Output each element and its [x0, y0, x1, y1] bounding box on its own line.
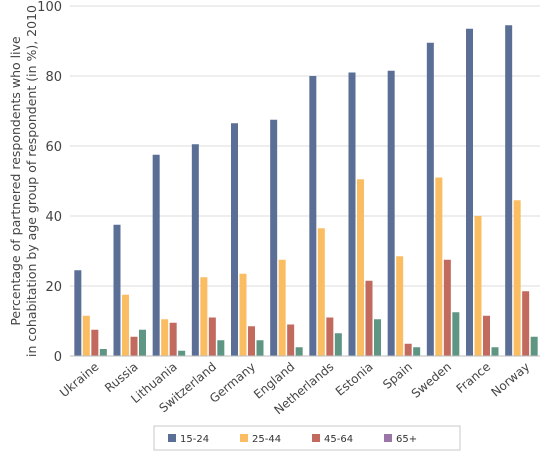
legend-label[interactable]: 65+ [396, 434, 417, 445]
bar-15-24-estonia[interactable] [348, 72, 356, 357]
bar-25-44-switzerland[interactable] [200, 277, 208, 356]
bar-25-44-lithuania[interactable] [161, 319, 169, 356]
bar-unlabeled-series-germany[interactable] [256, 340, 264, 356]
bar-25-44-germany[interactable] [239, 273, 247, 356]
legend-label[interactable]: 15-24 [180, 434, 209, 445]
y-axis-title: Percentage of partnered respondents who … [8, 5, 39, 357]
bar-unlabeled-series-norway[interactable] [530, 336, 538, 356]
legend-label[interactable]: 45-64 [324, 434, 353, 445]
bar-15-24-lithuania[interactable] [152, 154, 160, 356]
bar-45-64-lithuania[interactable] [169, 322, 177, 356]
bar-45-64-sweden[interactable] [443, 259, 451, 356]
y-tick-label: 60 [45, 140, 62, 155]
bar-unlabeled-series-lithuania[interactable] [178, 350, 186, 356]
legend-swatch [168, 434, 176, 442]
legend-swatch [240, 434, 248, 442]
x-tick-label: Estonia [333, 360, 376, 399]
bar-25-44-netherlands[interactable] [317, 228, 325, 356]
legend: 15-24 25-44 45-64 65+ [153, 425, 461, 451]
bar-15-24-sweden[interactable] [426, 42, 434, 356]
bar-25-44-spain[interactable] [396, 256, 404, 356]
bar-unlabeled-series-netherlands[interactable] [334, 333, 342, 356]
legend-box [153, 425, 461, 451]
bar-25-44-norway[interactable] [513, 200, 521, 356]
bar-unlabeled-series-sweden[interactable] [452, 312, 460, 356]
bar-45-64-ukraine[interactable] [91, 329, 99, 356]
y-tick-label: 40 [45, 210, 62, 225]
bar-15-24-england[interactable] [270, 119, 278, 356]
bars [74, 25, 538, 357]
bar-25-44-russia[interactable] [122, 294, 129, 356]
y-tick-label: 80 [45, 70, 62, 85]
x-tick-label: Spain [380, 360, 415, 392]
legend-swatch [384, 434, 392, 442]
bar-15-24-germany[interactable] [231, 123, 238, 356]
bar-45-64-norway[interactable] [522, 291, 530, 356]
legend-label[interactable]: 25-44 [252, 434, 281, 445]
bar-45-64-england[interactable] [287, 324, 295, 357]
bar-45-64-switzerland[interactable] [208, 317, 216, 357]
x-tick-label: Norway [488, 360, 532, 400]
bar-unlabeled-series-france[interactable] [491, 347, 499, 356]
bar-25-44-ukraine[interactable] [82, 315, 90, 356]
bar-45-64-estonia[interactable] [365, 280, 373, 356]
bar-unlabeled-series-switzerland[interactable] [217, 340, 225, 356]
bar-45-64-spain[interactable] [404, 343, 412, 356]
bar-unlabeled-series-england[interactable] [295, 347, 303, 356]
bar-unlabeled-series-estonia[interactable] [374, 319, 381, 356]
bar-unlabeled-series-spain[interactable] [413, 347, 421, 356]
y-tick-label: 100 [37, 0, 62, 15]
bar-unlabeled-series-ukraine[interactable] [99, 349, 107, 356]
bar-15-24-russia[interactable] [113, 224, 121, 356]
legend-swatch [312, 434, 320, 442]
x-tick-label: France [454, 360, 494, 396]
bar-45-64-germany[interactable] [248, 326, 255, 356]
bar-25-44-france[interactable] [474, 216, 482, 356]
bar-25-44-england[interactable] [278, 259, 286, 356]
bar-25-44-estonia[interactable] [357, 179, 364, 356]
x-tick-label: Ukraine [57, 360, 102, 401]
bar-45-64-russia[interactable] [130, 336, 138, 356]
bar-15-24-france[interactable] [466, 28, 473, 356]
y-axis-title-line: Percentage of partnered respondents who … [8, 36, 23, 326]
y-tick-label: 20 [45, 280, 62, 295]
y-tick-label: 0 [54, 350, 62, 365]
bar-15-24-netherlands[interactable] [309, 76, 317, 356]
x-tick-label: Sweden [409, 360, 454, 401]
bar-45-64-france[interactable] [483, 315, 490, 356]
bar-15-24-norway[interactable] [505, 25, 513, 356]
bar-45-64-netherlands[interactable] [326, 317, 334, 357]
y-axis-title-line: in cohabitation by age group of responde… [24, 5, 39, 357]
bar-15-24-ukraine[interactable] [74, 270, 82, 356]
bar-25-44-sweden[interactable] [435, 177, 443, 357]
bar-15-24-switzerland[interactable] [191, 144, 199, 356]
bar-15-24-spain[interactable] [387, 70, 395, 356]
bar-unlabeled-series-russia[interactable] [139, 329, 146, 356]
